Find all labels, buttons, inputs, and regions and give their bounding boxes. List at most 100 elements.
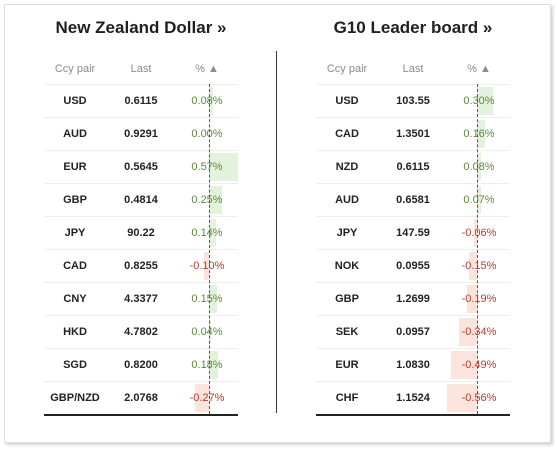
last-price-cell: 1.0830 <box>396 359 430 371</box>
ccy-pair-cell: GBP <box>63 194 87 206</box>
zero-line <box>209 84 210 414</box>
pct-change-cell: 0.07% <box>463 194 495 206</box>
g10-panel-title-link[interactable]: G10 Leader board » <box>333 18 493 37</box>
change-bar <box>209 87 214 115</box>
table-row[interactable]: EUR 1.0830 -0.49% <box>316 348 510 381</box>
table-row[interactable]: CAD 0.8255 -0.10% <box>44 249 238 282</box>
table-header: Ccy pair Last % ▲ <box>316 51 510 84</box>
table-row[interactable]: JPY 90.22 0.14% <box>44 216 238 249</box>
change-bar <box>477 120 486 148</box>
header-last[interactable]: Last <box>402 63 424 75</box>
table-row[interactable]: EUR 0.5645 0.57% <box>44 150 239 183</box>
pct-change-cell: -0.15% <box>461 260 497 272</box>
table-bottom-rule <box>316 414 510 416</box>
table-row[interactable]: NZD 0.6115 0.08% <box>316 150 510 183</box>
ccy-pair-cell: NOK <box>334 260 360 272</box>
ccy-pair-cell: SGD <box>63 359 87 371</box>
pct-change-cell: -0.10% <box>189 260 225 272</box>
nzd-panel-title-link[interactable]: New Zealand Dollar » <box>55 18 227 37</box>
pct-change-cell: 0.08% <box>463 161 495 173</box>
table-row[interactable]: GBP 1.2699 -0.19% <box>316 282 510 315</box>
last-price-cell: 0.8200 <box>124 359 158 371</box>
pct-change-cell: 0.30% <box>463 95 495 107</box>
last-price-cell: 0.9291 <box>124 128 158 140</box>
widget-frame: New Zealand Dollar » Ccy pair Last % ▲ U… <box>4 4 551 443</box>
pct-change-cell: -0.56% <box>461 392 497 404</box>
header-last[interactable]: Last <box>130 63 152 75</box>
table-row[interactable]: CNY 4.3377 0.15% <box>44 282 238 315</box>
pct-change-cell: 0.04% <box>191 326 223 338</box>
table-row[interactable]: AUD 0.9291 0.00% <box>44 117 238 150</box>
ccy-pair-cell: NZD <box>335 161 359 173</box>
table-row[interactable]: SGD 0.8200 0.18% <box>44 348 238 381</box>
last-price-cell: 0.6115 <box>124 95 158 107</box>
ccy-pair-cell: EUR <box>63 161 87 173</box>
change-bar <box>473 219 477 247</box>
table-row[interactable]: CAD 1.3501 0.16% <box>316 117 510 150</box>
pct-change-cell: -0.49% <box>461 359 497 371</box>
g10-leaderboard-table: Ccy pair Last % ▲ USD 103.55 0.30% CAD 1.350… <box>316 51 510 416</box>
pct-change-cell: 0.00% <box>191 128 223 140</box>
ccy-pair-cell: USD <box>335 95 359 107</box>
table-row[interactable]: USD 103.55 0.30% <box>316 84 510 117</box>
pct-change-cell: 0.57% <box>191 161 223 173</box>
last-price-cell: 1.3501 <box>396 128 430 140</box>
table-row[interactable]: CHF 1.1524 -0.56% <box>316 381 510 414</box>
nzd-rates-table: Ccy pair Last % ▲ USD 0.6115 0.08% AUD 0.929… <box>44 51 239 416</box>
zero-line <box>477 84 478 414</box>
pct-change-cell: 0.18% <box>191 359 223 371</box>
last-price-cell: 147.59 <box>396 227 430 239</box>
header-ccy-pair[interactable]: Ccy pair <box>326 63 368 75</box>
pct-change-cell: -0.34% <box>461 326 497 338</box>
ccy-pair-cell: USD <box>63 95 87 107</box>
panel-divider <box>276 51 277 413</box>
table-row[interactable]: USD 0.6115 0.08% <box>44 84 238 117</box>
header-pct-sort[interactable]: % ▲ <box>467 63 491 75</box>
change-bar <box>477 153 482 181</box>
ccy-pair-cell: GBP/NZD <box>50 392 100 404</box>
table-row[interactable]: AUD 0.6581 0.07% <box>316 183 510 216</box>
table-row[interactable]: SEK 0.0957 -0.34% <box>316 315 510 348</box>
last-price-cell: 4.7802 <box>124 326 158 338</box>
last-price-cell: 103.55 <box>396 95 430 107</box>
header-ccy-pair[interactable]: Ccy pair <box>54 63 96 75</box>
change-bar <box>447 384 477 412</box>
pct-change-cell: 0.25% <box>191 194 223 206</box>
last-price-cell: 0.0955 <box>396 260 430 272</box>
pct-change-cell: 0.16% <box>463 128 495 140</box>
change-bar <box>195 384 209 412</box>
ccy-pair-cell: CHF <box>335 392 359 404</box>
pct-change-cell: -0.27% <box>189 392 225 404</box>
last-price-cell: 2.0768 <box>124 392 158 404</box>
ccy-pair-cell: CAD <box>63 260 87 272</box>
table-row[interactable]: GBP 0.4814 0.25% <box>44 183 238 216</box>
last-price-cell: 4.3377 <box>124 293 158 305</box>
ccy-pair-cell: JPY <box>336 227 358 239</box>
table-row[interactable]: HKD 4.7802 0.04% <box>44 315 238 348</box>
change-bar <box>209 285 217 313</box>
ccy-pair-cell: AUD <box>335 194 359 206</box>
ccy-pair-cell: CNY <box>63 293 87 305</box>
table-row[interactable]: NOK 0.0955 -0.15% <box>316 249 510 282</box>
last-price-cell: 0.8255 <box>124 260 158 272</box>
ccy-pair-cell: EUR <box>335 359 359 371</box>
last-price-cell: 0.0957 <box>396 326 430 338</box>
ccy-pair-cell: SEK <box>335 326 359 338</box>
change-bar <box>209 318 212 346</box>
header-pct-sort[interactable]: % ▲ <box>195 63 219 75</box>
table-row[interactable]: JPY 147.59 -0.06% <box>316 216 510 249</box>
pct-change-cell: 0.08% <box>191 95 223 107</box>
table-header: Ccy pair Last % ▲ <box>44 51 238 84</box>
last-price-cell: 1.1524 <box>396 392 430 404</box>
table-row[interactable]: GBP/NZD 2.0768 -0.27% <box>44 381 238 414</box>
ccy-pair-cell: CAD <box>335 128 359 140</box>
change-bar <box>477 87 493 115</box>
change-bar <box>209 219 217 247</box>
g10-panel: G10 Leader board » Ccy pair Last % ▲ USD… <box>316 5 510 416</box>
ccy-pair-cell: GBP <box>335 293 359 305</box>
change-bar <box>209 153 239 181</box>
last-price-cell: 90.22 <box>127 227 155 239</box>
ccy-pair-cell: AUD <box>63 128 87 140</box>
pct-change-cell: 0.15% <box>191 293 223 305</box>
last-price-cell: 1.2699 <box>396 293 430 305</box>
